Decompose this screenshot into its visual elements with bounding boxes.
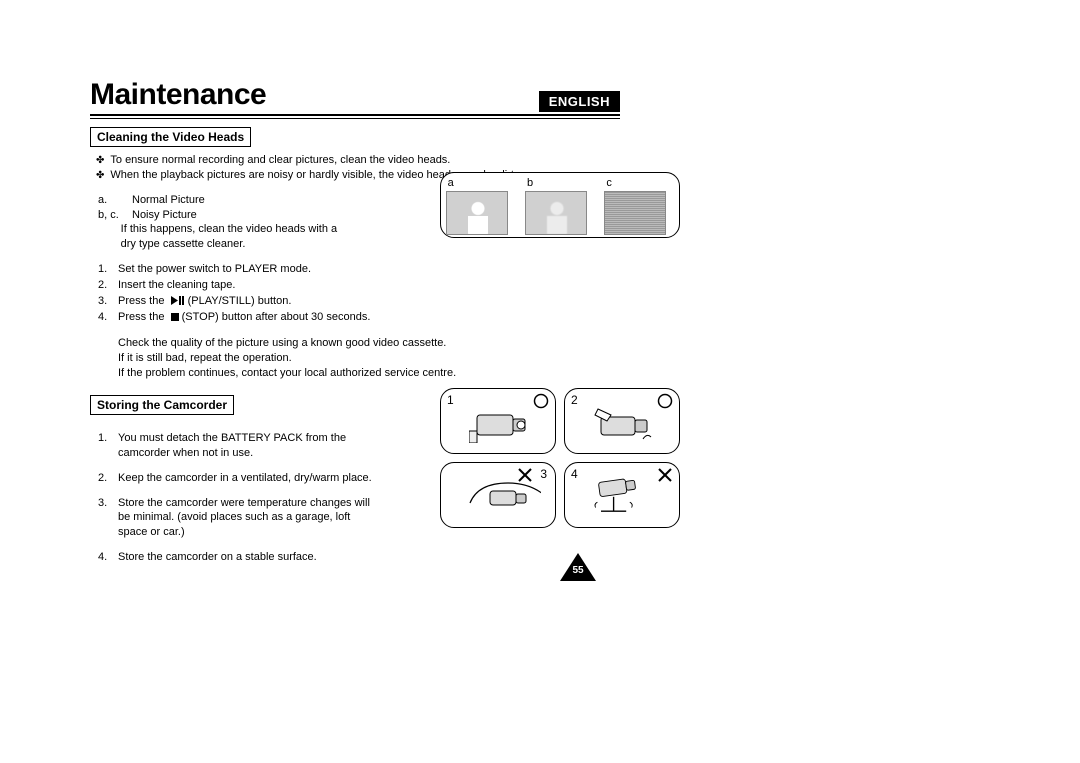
panel-number: 2 bbox=[571, 393, 578, 407]
header-rule bbox=[90, 118, 620, 119]
picture-quality-notes: a. Normal Picture b, c. Noisy Picture If… bbox=[90, 193, 350, 252]
letter-text-a: Normal Picture bbox=[132, 193, 205, 208]
step-text: Set the power switch to PLAYER mode. bbox=[118, 262, 311, 277]
panel-number: 3 bbox=[540, 467, 547, 481]
camcorder-unstable-icon bbox=[589, 477, 649, 513]
cleaning-aftertext: Check the quality of the picture using a… bbox=[90, 336, 620, 381]
storage-panel-2: 2 bbox=[564, 388, 680, 454]
ok-mark-icon bbox=[657, 393, 673, 409]
after-line: If the problem continues, contact your l… bbox=[118, 366, 620, 381]
thumbnail-noisy bbox=[525, 191, 587, 235]
panel-number: 4 bbox=[571, 467, 578, 481]
panel-number: 1 bbox=[447, 393, 454, 407]
figure-cell-b: b bbox=[525, 177, 595, 235]
letter-label-a: a. bbox=[98, 193, 132, 208]
step-num: 4. bbox=[98, 550, 118, 565]
letter-note-bc: If this happens, clean the video heads w… bbox=[121, 222, 350, 252]
thumbnail-static bbox=[604, 191, 666, 235]
play-still-icon bbox=[171, 296, 185, 305]
step-text: Insert the cleaning tape. bbox=[118, 278, 235, 293]
step-text: Keep the camcorder in a ventilated, dry/… bbox=[118, 471, 372, 486]
step-num: 1. bbox=[98, 262, 118, 277]
step-num: 2. bbox=[98, 471, 118, 486]
language-badge: ENGLISH bbox=[539, 91, 620, 112]
step-num: 3. bbox=[98, 294, 118, 309]
thumbnail-normal bbox=[446, 191, 508, 235]
ok-mark-icon bbox=[533, 393, 549, 409]
triangle-icon: 55 bbox=[560, 553, 596, 581]
letter-label-bc: b, c. bbox=[98, 208, 132, 223]
page-header: Maintenance ENGLISH bbox=[90, 78, 620, 116]
camcorder-icon bbox=[469, 407, 529, 443]
page-title: Maintenance bbox=[90, 78, 266, 112]
storage-panel-1: 1 bbox=[440, 388, 556, 454]
step-num: 1. bbox=[98, 431, 118, 461]
camcorder-in-car-icon bbox=[455, 477, 541, 513]
after-line: If it is still bad, repeat the operation… bbox=[118, 351, 620, 366]
manual-page: Maintenance ENGLISH Cleaning the Video H… bbox=[90, 78, 620, 566]
figure-label-b: b bbox=[525, 177, 595, 189]
step-num: 3. bbox=[98, 496, 118, 541]
step-text: Store the camcorder on a stable surface. bbox=[118, 550, 317, 565]
storage-panel-3: 3 bbox=[440, 462, 556, 528]
camcorder-icon bbox=[593, 407, 653, 443]
figure-cell-c: c bbox=[604, 177, 674, 235]
section-heading-cleaning: Cleaning the Video Heads bbox=[90, 127, 251, 147]
storing-steps: 1.You must detach the BATTERY PACK from … bbox=[90, 431, 380, 565]
step-num: 2. bbox=[98, 278, 118, 293]
page-number: 55 bbox=[568, 565, 588, 576]
figure-label-a: a bbox=[446, 177, 516, 189]
cleaning-steps: 1.Set the power switch to PLAYER mode. 2… bbox=[90, 262, 620, 324]
storage-figure-grid: 1 2 bbox=[440, 388, 682, 536]
bullet-item: To ensure normal recording and clear pic… bbox=[112, 153, 620, 168]
figure-label-c: c bbox=[604, 177, 674, 189]
section-heading-storing: Storing the Camcorder bbox=[90, 395, 234, 415]
stop-icon bbox=[171, 313, 179, 321]
step-num: 4. bbox=[98, 310, 118, 325]
after-line: Check the quality of the picture using a… bbox=[118, 336, 620, 351]
storage-panel-4: 4 bbox=[564, 462, 680, 528]
letter-text-bc: Noisy Picture bbox=[132, 208, 197, 223]
figure-cell-a: a bbox=[446, 177, 516, 235]
step-text: Press the (STOP) button after about 30 s… bbox=[118, 310, 370, 325]
step-text: Press the (PLAY/STILL) button. bbox=[118, 294, 291, 309]
step-text: You must detach the BATTERY PACK from th… bbox=[118, 431, 380, 461]
bad-mark-icon bbox=[657, 467, 673, 483]
figure-abc-panel: a b c bbox=[440, 172, 680, 238]
step-text: Store the camcorder were temperature cha… bbox=[118, 496, 380, 541]
